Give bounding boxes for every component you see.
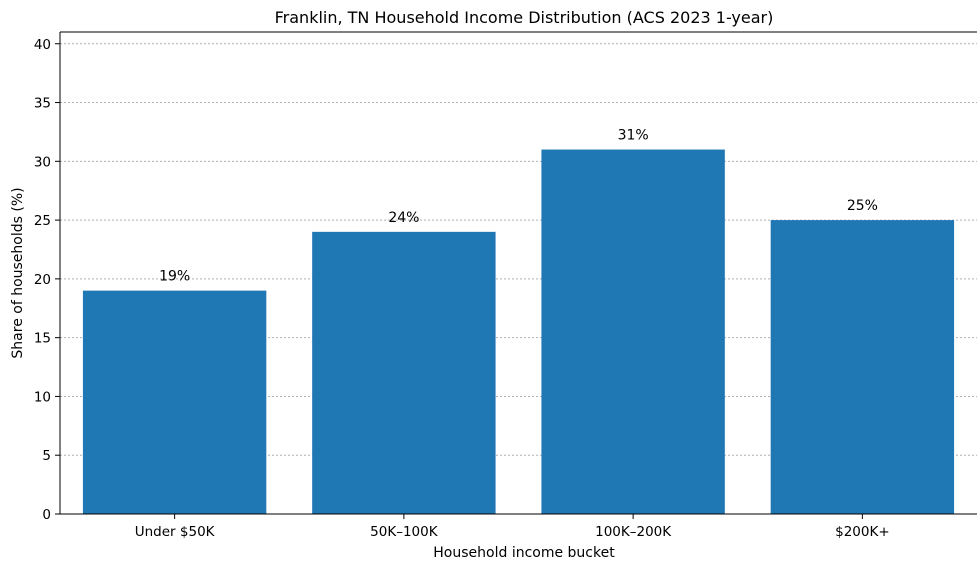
- data-labels: 19% 24% 31% 25%: [159, 128, 878, 285]
- y-axis-label: Share of households (%): [10, 187, 26, 358]
- data-label: 24%: [388, 210, 419, 226]
- y-tick-label: 0: [42, 507, 51, 523]
- y-tick-label: 15: [34, 331, 51, 347]
- bar-3: [770, 220, 955, 514]
- y-tick-label: 20: [34, 272, 51, 288]
- x-tick-label: $200K+: [835, 524, 890, 540]
- y-tick-label: 40: [34, 37, 51, 53]
- x-tick-label: 50K–100K: [370, 524, 439, 540]
- data-label: 31%: [618, 128, 649, 144]
- x-axis: Under $50K 50K–100K 100K–200K $200K+: [135, 514, 890, 540]
- x-axis-label: Household income bucket: [433, 545, 615, 561]
- plot-frame: [59, 31, 977, 515]
- y-tick-label: 30: [34, 154, 51, 170]
- x-tick-label: Under $50K: [135, 524, 216, 540]
- y-tick-label: 25: [34, 213, 51, 229]
- bar-2: [541, 149, 725, 514]
- x-tick-label: 100K–200K: [595, 524, 672, 540]
- bar-0: [82, 290, 267, 514]
- y-tick-label: 5: [42, 448, 51, 464]
- bars: [82, 149, 955, 515]
- bar-1: [312, 231, 496, 515]
- y-axis: 0 5 10 15 20 25 30 35 40: [34, 37, 60, 523]
- y-tick-label: 10: [34, 389, 51, 405]
- data-label: 19%: [159, 269, 190, 285]
- chart-title: Franklin, TN Household Income Distributi…: [275, 8, 774, 27]
- y-tick-label: 35: [34, 96, 51, 112]
- data-label: 25%: [847, 198, 878, 214]
